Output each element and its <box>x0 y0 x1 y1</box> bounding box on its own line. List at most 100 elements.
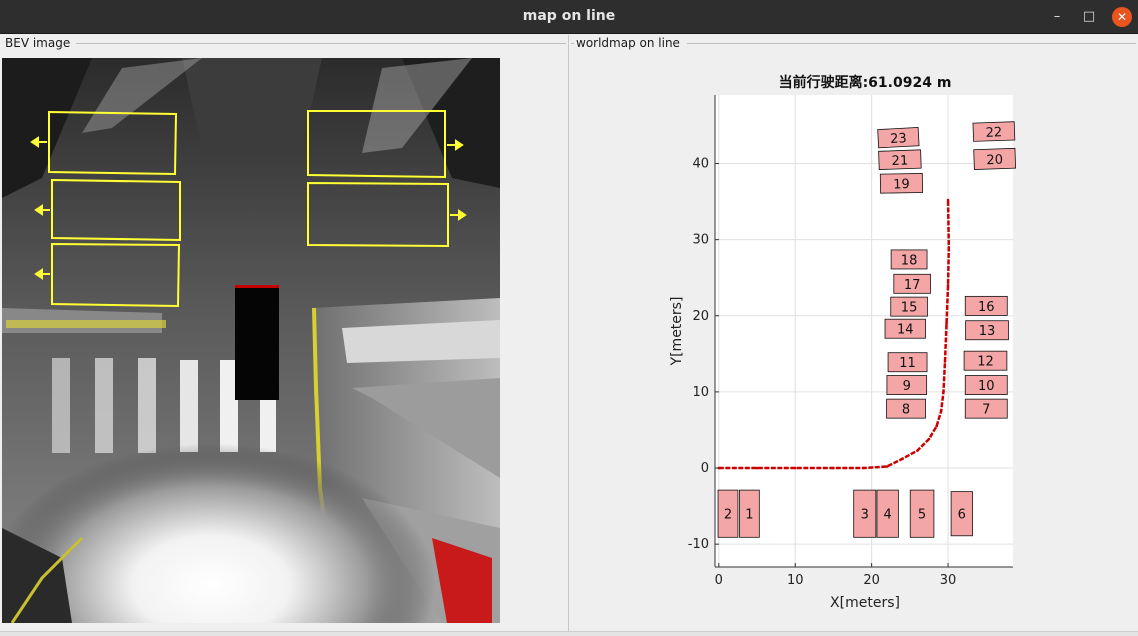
trajectory-point <box>935 424 938 428</box>
obstacle-box <box>877 127 920 149</box>
obstacle-12: 12 <box>963 350 1008 371</box>
bev-panel: BEV image <box>0 35 568 632</box>
obstacle-box <box>890 296 928 317</box>
obstacle-box <box>963 350 1008 371</box>
obstacle-label: 9 <box>903 379 911 394</box>
obstacle-box <box>964 398 1008 419</box>
obstacle-label: 21 <box>891 153 908 169</box>
worldmap-panel-label: worldmap on line <box>574 36 682 50</box>
trajectory-point <box>885 465 889 468</box>
window-titlebar: map on line – □ ✕ <box>0 0 1138 34</box>
x-axis-label: X[meters] <box>830 595 900 611</box>
obstacle-17: 17 <box>893 273 931 294</box>
x-tick-label: 30 <box>940 573 957 588</box>
obstacle-18: 18 <box>890 249 928 270</box>
obstacle-label: 15 <box>901 301 918 316</box>
group-border <box>571 43 576 44</box>
minimize-button[interactable]: – <box>1053 9 1061 24</box>
obstacle-1: 1 <box>739 489 760 538</box>
obstacle-label: 7 <box>982 403 990 418</box>
x-tick-label: 0 <box>715 573 723 588</box>
obstacle-label: 10 <box>978 379 995 394</box>
window-bottom-edge <box>0 631 1138 636</box>
obstacle-label: 5 <box>918 508 926 523</box>
trajectory-point <box>927 437 931 441</box>
close-button[interactable]: ✕ <box>1112 7 1132 27</box>
trajectory-layer <box>717 198 951 470</box>
y-axis-label: Y[meters] <box>669 297 685 367</box>
obstacle-label: 3 <box>861 508 869 523</box>
obstacle-box <box>878 149 922 170</box>
obstacle-8: 8 <box>886 398 926 419</box>
trajectory-point <box>945 322 948 325</box>
obstacle-box <box>886 398 926 419</box>
obstacle-box <box>973 147 1017 170</box>
trajectory-point <box>832 466 835 470</box>
obstacle-box <box>739 489 760 538</box>
trajectory-point <box>862 466 866 470</box>
obstacle-box <box>964 375 1008 395</box>
trajectory-point <box>942 390 945 394</box>
obstacle-box <box>879 173 924 194</box>
obstacle-box <box>884 318 926 339</box>
obstacle-box <box>950 491 973 537</box>
obstacle-label: 14 <box>897 323 914 338</box>
obstacle-label: 13 <box>979 324 996 339</box>
window-title: map on line <box>522 8 616 24</box>
bev-image-render <box>2 58 500 623</box>
obstacle-14: 14 <box>884 318 926 339</box>
obstacle-box <box>853 489 877 538</box>
obstacle-box <box>965 320 1009 341</box>
obstacle-box <box>886 375 928 395</box>
obstacle-label: 20 <box>986 153 1003 169</box>
x-tick-label: 10 <box>787 573 804 588</box>
trajectory-point <box>946 198 950 202</box>
x-tick-label: 20 <box>863 573 880 588</box>
obstacle-label: 12 <box>977 355 994 370</box>
obstacle-label: 11 <box>899 356 916 371</box>
obstacle-10: 10 <box>964 375 1008 395</box>
maximize-button[interactable]: □ <box>1082 9 1096 24</box>
trajectory-point <box>755 466 759 470</box>
trajectory-point <box>946 284 950 287</box>
obstacle-20: 20 <box>973 147 1017 170</box>
obstacle-label: 2 <box>724 508 732 523</box>
panel-divider[interactable] <box>568 35 569 632</box>
y-tick-label: -10 <box>688 537 709 552</box>
obstacle-23: 23 <box>877 127 920 149</box>
bev-image <box>2 58 500 623</box>
y-tick-label: 0 <box>701 461 709 476</box>
y-tick-label: 20 <box>692 309 709 324</box>
obstacle-box <box>909 489 935 538</box>
obstacle-label: 16 <box>978 300 995 315</box>
obstacle-label: 23 <box>890 131 907 147</box>
y-tick-label: 10 <box>692 385 709 400</box>
trajectory-point <box>916 449 919 452</box>
y-tick-label: 30 <box>692 233 709 248</box>
obstacle-box <box>893 273 931 294</box>
trajectory-point <box>943 360 947 363</box>
plot-axes: 0 10 20 30 -10 0 10 20 30 40 <box>688 95 1013 588</box>
obstacle-box <box>964 295 1008 316</box>
group-border <box>76 43 566 44</box>
y-tick-label: 40 <box>692 157 709 172</box>
plot-area <box>715 95 1013 567</box>
obstacle-22: 22 <box>972 121 1016 142</box>
plot-title: 当前行驶距离:61.0924 m <box>779 74 952 91</box>
obstacle-label: 1 <box>745 508 753 523</box>
trajectory-point <box>939 409 943 413</box>
bev-panel-label: BEV image <box>3 36 73 50</box>
obstacle-box <box>717 489 739 538</box>
obstacle-9: 9 <box>886 375 928 395</box>
obstacle-6: 6 <box>950 491 973 537</box>
obstacle-box <box>890 249 928 270</box>
group-border <box>687 43 1136 44</box>
obstacle-label: 4 <box>884 508 892 523</box>
obstacle-label: 18 <box>901 253 918 268</box>
obstacle-box <box>972 121 1016 142</box>
obstacle-box <box>876 489 899 538</box>
obstacle-2: 2 <box>717 489 739 538</box>
obstacle-15: 15 <box>890 296 928 317</box>
obstacle-5: 5 <box>909 489 935 538</box>
